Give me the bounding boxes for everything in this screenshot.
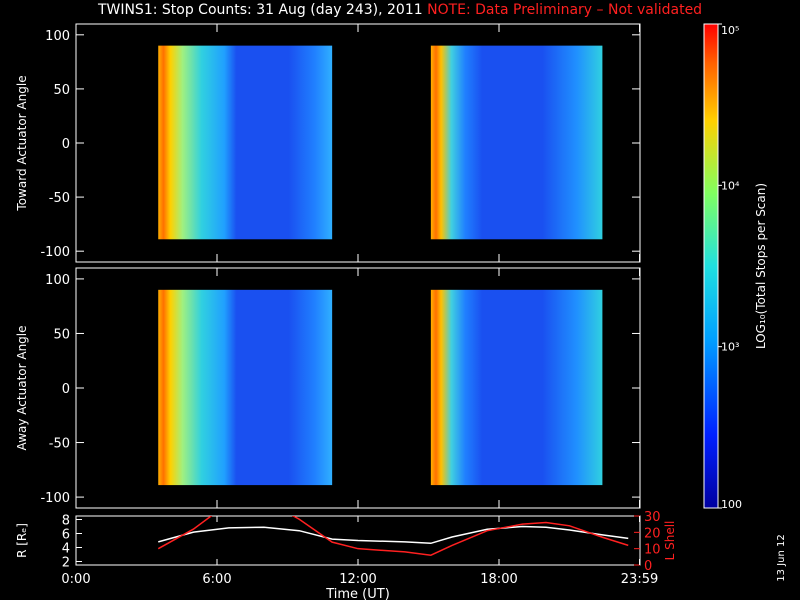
x-axis-label: Time (UT)	[325, 587, 390, 600]
toward-ytick-label: -100	[40, 245, 70, 260]
xtick-label: 18:00	[480, 572, 517, 587]
away-ytick-label: 100	[45, 273, 70, 288]
away-ytick-label: -50	[49, 437, 70, 452]
colorbar-tick-label: 10³	[721, 341, 739, 354]
toward-ytick-label: 0	[62, 137, 70, 152]
away-ytick-label: -100	[40, 491, 70, 506]
colorbar-label: LOG₁₀(Total Stops per Scan)	[754, 183, 768, 349]
away-scan-1	[158, 289, 333, 486]
lshell-tick-label: 30	[644, 510, 661, 525]
lshell-tick-label: 10	[644, 543, 661, 558]
toward-ytick-label: 100	[45, 29, 70, 44]
title-text: TWINS1: Stop Counts: 31 Aug (day 243), 2…	[97, 2, 423, 18]
colorbar-tick-label: 10⁴	[721, 179, 740, 192]
orbit-ylabel-r: R [Rₑ]	[15, 523, 29, 558]
lshell-tick-label: 0	[644, 559, 652, 574]
orbit-ytick-label: 2	[62, 556, 70, 571]
xtick-label: 23:59	[621, 572, 658, 587]
toward-scan-2	[430, 45, 603, 240]
away-ytick-label: 0	[62, 382, 70, 397]
toward-ytick-label: -50	[49, 191, 70, 206]
orbit-ytick-label: 8	[62, 514, 70, 529]
away-scan-2	[430, 289, 603, 486]
orbit-ytick-label: 6	[62, 528, 70, 543]
away-ylabel: Away Actuator Angle	[15, 325, 29, 450]
orbit-lshell-line	[157, 516, 629, 556]
chart-title: TWINS1: Stop Counts: 31 Aug (day 243), 2…	[0, 2, 800, 18]
colorbar-tick-label: 100	[721, 498, 742, 511]
lshell-tick-label: 20	[644, 526, 661, 541]
orbit-ytick-label: 4	[62, 542, 70, 557]
orbit-ylabel-lshell: L Shell	[663, 521, 677, 561]
date-stamp: 13 Jun 12	[776, 534, 787, 581]
orbit-r-line	[158, 525, 629, 545]
toward-ylabel: Toward Actuator Angle	[15, 75, 29, 211]
toward-ytick-label: 50	[53, 83, 70, 98]
xtick-label: 12:00	[339, 572, 376, 587]
colorbar	[703, 23, 719, 509]
xtick-label: 0:00	[61, 572, 90, 587]
preliminary-note: NOTE: Data Preliminary – Not validated	[427, 2, 703, 18]
colorbar-tick-label: 10⁵	[721, 24, 739, 37]
xtick-label: 6:00	[202, 572, 231, 587]
away-ytick-label: 50	[53, 327, 70, 342]
toward-scan-1	[158, 45, 333, 240]
